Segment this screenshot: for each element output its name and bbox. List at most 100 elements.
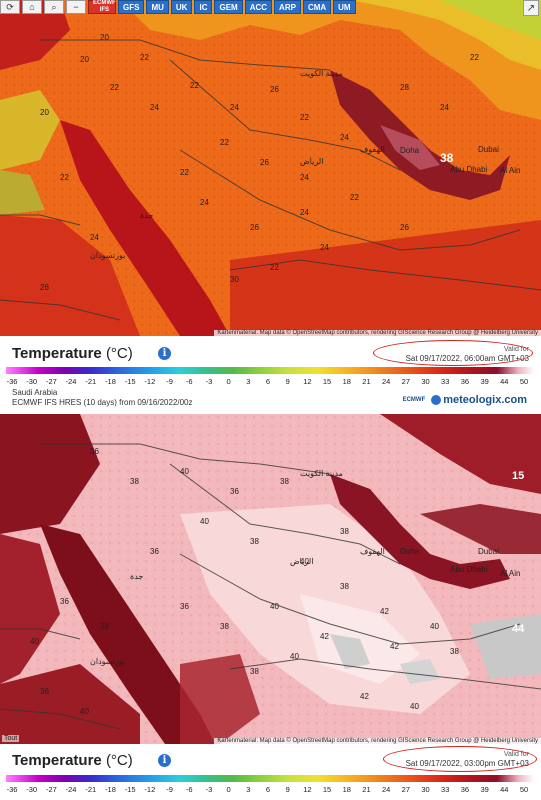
model-um-button[interactable]: UM: [333, 0, 356, 14]
colorbar-tick: -27: [45, 785, 57, 794]
colorbar-tick: -15: [124, 785, 136, 794]
model-mu-button[interactable]: MU: [146, 0, 169, 14]
city-riyadh: الرياض: [300, 157, 323, 166]
colorbar-tick: 50: [519, 785, 529, 794]
zoom-icon[interactable]: ⌕: [44, 0, 64, 14]
colorbar-tick: -9: [166, 785, 173, 794]
colorbar-tick: -36: [6, 377, 18, 386]
temperature-colorbar: [6, 367, 534, 374]
meteologix-logo[interactable]: meteologix.com: [431, 394, 527, 406]
colorbar-tick: 15: [322, 377, 332, 386]
model-cma-button[interactable]: CMA: [302, 0, 332, 14]
top-map-values: 20 22 24 22 24 26 22 24 22 26 24 22 20 2…: [40, 33, 479, 292]
refresh-icon[interactable]: ⟳: [0, 0, 20, 14]
colorbar-tick: 33: [441, 377, 450, 386]
top-value: 20: [80, 55, 89, 64]
top-value: 26: [250, 223, 259, 232]
city-jeddah: جدة: [140, 211, 153, 220]
top-value: 26: [270, 85, 279, 94]
colorbar-tick: 9: [285, 785, 290, 794]
model-gem-button[interactable]: GEM: [214, 0, 243, 14]
top-value: 24: [440, 103, 449, 112]
bottom-temperature-map[interactable]: 36 38 40 36 38 40 38 36 40 38 42 40 38 3…: [0, 414, 541, 744]
top-value: 24: [300, 173, 309, 182]
corner-logo: Tout: [2, 735, 20, 742]
colorbar-tick: -24: [65, 377, 77, 386]
city-dubai: Dubai: [478, 145, 499, 154]
bottom-value: 40: [300, 557, 309, 566]
colorbar-tick: 36: [460, 785, 470, 794]
model-gfs-button[interactable]: GFS: [118, 0, 145, 14]
max-temp-label-north: 15: [512, 470, 524, 482]
bottom-value: 42: [380, 607, 389, 616]
model-ic-button[interactable]: IC: [194, 0, 213, 14]
legend-title: Temperature (°C): [12, 345, 133, 362]
legend-unit: (°C): [105, 752, 133, 769]
bottom-value: 38: [220, 622, 229, 631]
city-kuwait: مدينة الكويت: [300, 69, 343, 78]
bottom-value: 36: [180, 602, 189, 611]
top-value: 20: [100, 33, 109, 42]
bottom-value: 38: [280, 477, 289, 486]
top-value: 22: [350, 193, 359, 202]
city-hofuf: الهفوف: [360, 145, 385, 154]
colorbar-tick: 3: [246, 377, 251, 386]
colorbar-tick: -9: [166, 377, 173, 386]
colorbar-tick: -24: [65, 785, 77, 794]
model-uk-button[interactable]: UK: [170, 0, 193, 14]
top-value: 24: [340, 133, 349, 142]
city-jeddah: جدة: [130, 572, 143, 581]
colorbar-tick: -15: [124, 377, 136, 386]
top-value: 22: [300, 113, 309, 122]
share-icon[interactable]: ↗: [523, 0, 539, 16]
city-al-ain: Al Ain: [500, 166, 520, 175]
legend-title-text: Temperature: [12, 752, 102, 769]
bottom-value: 40: [80, 707, 89, 716]
top-value: 22: [140, 53, 149, 62]
zoom-out-icon[interactable]: −: [66, 0, 86, 14]
top-temperature-map[interactable]: 20 22 24 22 24 26 22 24 22 26 24 22 20 2…: [0, 0, 541, 336]
top-value: 26: [400, 223, 409, 232]
top-value: 30: [230, 275, 239, 284]
bottom-value: 38: [130, 477, 139, 486]
legend-title: Temperature (°C): [12, 752, 133, 769]
model-acc-button[interactable]: ACC: [244, 0, 273, 14]
colorbar-tick: -6: [185, 785, 193, 794]
brand: ECMWF meteologix.com: [403, 394, 527, 406]
colorbar-tick: -30: [26, 785, 38, 794]
bottom-value: 42: [360, 692, 369, 701]
colorbar-tick: 50: [519, 377, 529, 386]
home-icon[interactable]: ⌂: [22, 0, 42, 14]
colorbar-tick: 24: [381, 785, 391, 794]
city-hofuf: الهفوف: [360, 547, 385, 556]
max-temp-label: 38: [440, 151, 454, 165]
colorbar-tick: 36: [460, 377, 470, 386]
bottom-value: 36: [90, 447, 99, 456]
top-value: 22: [220, 138, 229, 147]
bottom-value: 38: [450, 647, 459, 656]
colorbar-tick: -18: [105, 377, 116, 386]
top-value: 22: [190, 81, 199, 90]
model-ecmwf-button[interactable]: ECMWF IFS: [88, 0, 116, 14]
info-icon[interactable]: i: [158, 347, 171, 360]
model-run: ECMWF IFS HRES (10 days) from 09/16/2022…: [12, 398, 193, 407]
bottom-value: 40: [200, 517, 209, 526]
map-attribution: Kartenmaterial: Map data © OpenStreetMap…: [214, 330, 541, 336]
info-icon[interactable]: i: [158, 754, 171, 767]
city-abu-dhabi: Abu Dhabi: [450, 565, 488, 574]
top-value: 26: [40, 283, 49, 292]
colorbar-tick: 30: [421, 377, 430, 386]
colorbar-tick: 44: [500, 377, 509, 386]
top-value: 20: [40, 108, 49, 117]
model-arp-button[interactable]: ARP: [274, 0, 301, 14]
colorbar-tick: 15: [322, 785, 332, 794]
colorbar-tick: 18: [342, 785, 351, 794]
city-port-sudan: بورتسودان: [90, 657, 125, 666]
bottom-value: 38: [100, 622, 109, 631]
bottom-value: 38: [250, 537, 259, 546]
colorbar-tick: 27: [401, 377, 411, 386]
colorbar-tick: 3: [246, 785, 251, 794]
top-value: 24: [150, 103, 159, 112]
colorbar-tick: -12: [144, 785, 156, 794]
city-abu-dhabi: Abu Dhabi: [450, 165, 488, 174]
